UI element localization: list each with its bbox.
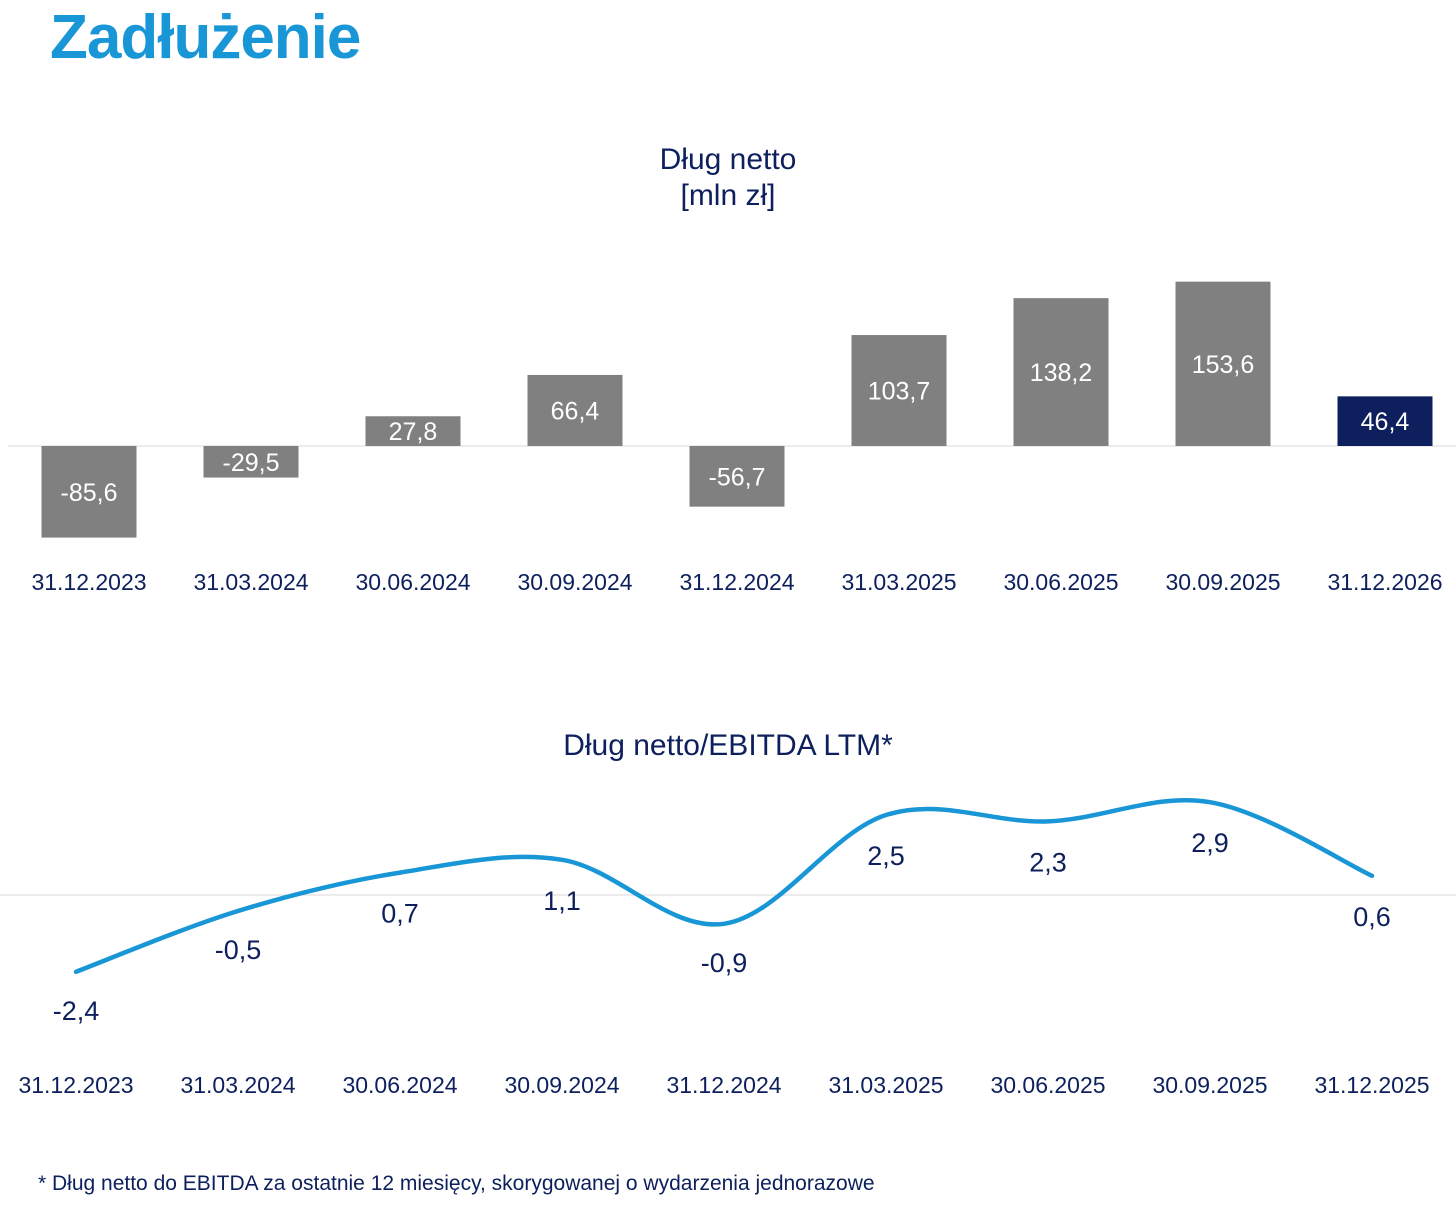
chart-net-debt-title-block: Dług netto [mln zł] <box>0 142 1456 214</box>
chart-net-debt-title: Dług netto <box>659 143 797 176</box>
x-tick-label: 31.12.2024 <box>679 569 794 595</box>
bar-value-label: -85,6 <box>61 479 118 507</box>
line-value-label: -2,4 <box>53 996 100 1026</box>
x-tick-label: 30.06.2024 <box>355 569 470 595</box>
bar-value-label: -29,5 <box>223 449 280 477</box>
line-value-label: 0,7 <box>381 899 419 929</box>
x-tick-label: 30.09.2025 <box>1152 1072 1267 1098</box>
chart-debt-ebitda-title: Dług netto/EBITDA LTM* <box>563 729 893 762</box>
bar <box>1337 396 1433 446</box>
x-tick-label: 31.03.2024 <box>193 569 308 595</box>
line-value-label: 2,9 <box>1191 828 1229 858</box>
line-value-label: 2,3 <box>1029 847 1067 877</box>
x-tick-label: 30.09.2024 <box>517 569 632 595</box>
bar-value-label: 153,6 <box>1192 351 1255 379</box>
bar <box>41 446 137 538</box>
x-tick-label: 31.12.2025 <box>1314 1072 1429 1098</box>
bar <box>851 335 947 446</box>
bar-value-label: -56,7 <box>709 463 766 491</box>
x-tick-label: 31.03.2025 <box>841 569 956 595</box>
x-tick-label: 31.12.2026 <box>1327 569 1442 595</box>
x-tick-label: 30.06.2025 <box>990 1072 1105 1098</box>
line-value-label: -0,9 <box>701 948 748 978</box>
bar-value-label: 27,8 <box>389 418 438 446</box>
debt-ebitda-line-chart: -2,4 31.12.2023 -0,5 31.03.2024 0,7 30.06.202… <box>0 797 1456 1098</box>
x-tick-label: 30.09.2025 <box>1165 569 1280 595</box>
chart-net-debt-subtitle: [mln zł] <box>680 179 776 212</box>
line-value-label: 2,5 <box>867 841 905 871</box>
bar <box>365 416 461 446</box>
x-tick-label: 30.09.2024 <box>504 1072 619 1098</box>
line-value-label: 0,6 <box>1353 902 1391 932</box>
x-tick-label: 30.06.2024 <box>342 1072 457 1098</box>
page-title: Zadłużenie <box>50 3 361 72</box>
bar-value-label: 138,2 <box>1030 359 1093 387</box>
bar-value-label: 46,4 <box>1361 408 1410 436</box>
series-line <box>73 797 1375 975</box>
bar <box>689 446 785 507</box>
x-tick-label: 31.12.2023 <box>18 1072 133 1098</box>
bar <box>1175 281 1271 446</box>
x-tick-label: 31.03.2025 <box>828 1072 943 1098</box>
bar <box>527 374 623 446</box>
x-tick-label: 31.12.2023 <box>31 569 146 595</box>
line-value-label: 1,1 <box>543 886 581 916</box>
x-tick-label: 31.03.2024 <box>180 1072 295 1098</box>
bar <box>1013 298 1109 446</box>
bar-value-label: 103,7 <box>868 378 931 406</box>
net-debt-bar-chart: -85,6 31.12.2023 -29,5 31.03.2024 27,8 30.06.… <box>8 281 1456 595</box>
x-tick-label: 30.06.2025 <box>1003 569 1118 595</box>
line-value-label: -0,5 <box>215 935 262 965</box>
footnote: * Dług netto do EBITDA za ostatnie 12 mi… <box>38 1172 875 1195</box>
bar <box>203 446 299 478</box>
bar-value-label: 66,4 <box>551 397 600 425</box>
x-tick-label: 31.12.2024 <box>666 1072 781 1098</box>
